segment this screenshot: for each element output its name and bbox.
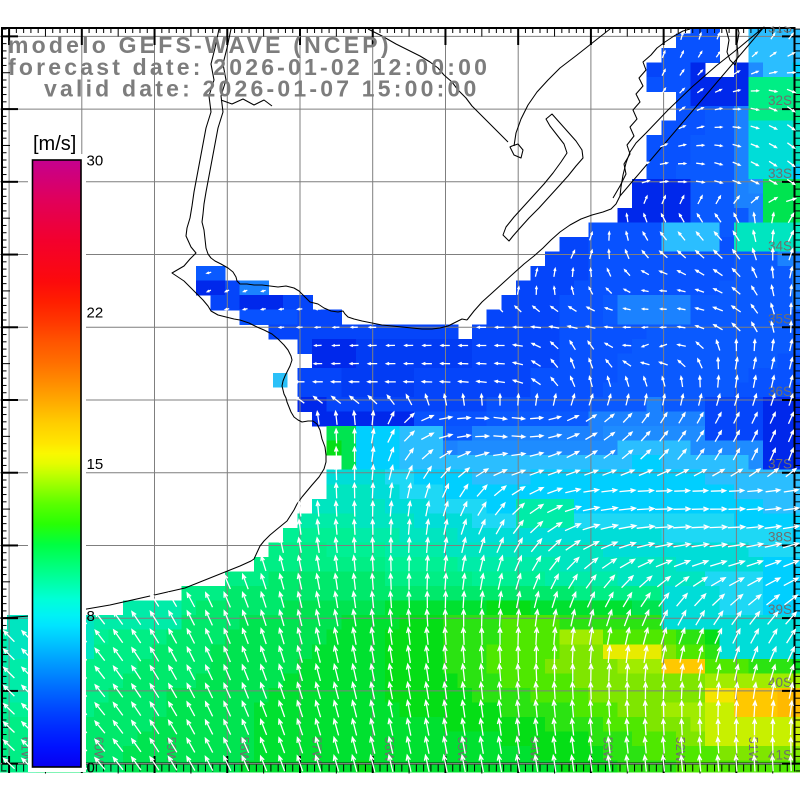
svg-text:32S: 32S — [768, 93, 792, 108]
svg-text:modelo GEFS-WAVE (NCEP): modelo GEFS-WAVE (NCEP) — [8, 32, 392, 58]
svg-text:8: 8 — [87, 608, 95, 625]
svg-text:54W: 54W — [528, 737, 542, 763]
svg-text:0: 0 — [87, 759, 95, 776]
svg-text:30: 30 — [87, 153, 104, 170]
svg-text:37S: 37S — [768, 457, 792, 472]
svg-text:38S: 38S — [768, 530, 792, 545]
svg-text:[m/s]: [m/s] — [33, 133, 76, 155]
svg-text:34S: 34S — [768, 239, 792, 254]
svg-text:22: 22 — [87, 304, 104, 321]
svg-text:59W: 59W — [164, 737, 178, 763]
svg-text:58W: 58W — [237, 737, 251, 763]
svg-text:56W: 56W — [382, 737, 396, 763]
svg-text:52W: 52W — [673, 737, 687, 763]
svg-text:valid date: 2026-01-07 15:00:0: valid date: 2026-01-07 15:00:00 — [44, 76, 479, 102]
svg-text:55W: 55W — [455, 737, 469, 763]
svg-text:39S: 39S — [768, 602, 792, 617]
svg-text:51W: 51W — [746, 737, 760, 763]
svg-text:forecast date: 2026-01-02 12:0: forecast date: 2026-01-02 12:00:00 — [8, 54, 490, 80]
svg-text:15: 15 — [87, 456, 104, 473]
svg-text:33S: 33S — [768, 166, 792, 181]
svg-text:60W: 60W — [91, 737, 105, 763]
svg-text:57W: 57W — [310, 737, 324, 763]
svg-text:53W: 53W — [600, 737, 614, 763]
svg-text:35S: 35S — [768, 311, 792, 326]
